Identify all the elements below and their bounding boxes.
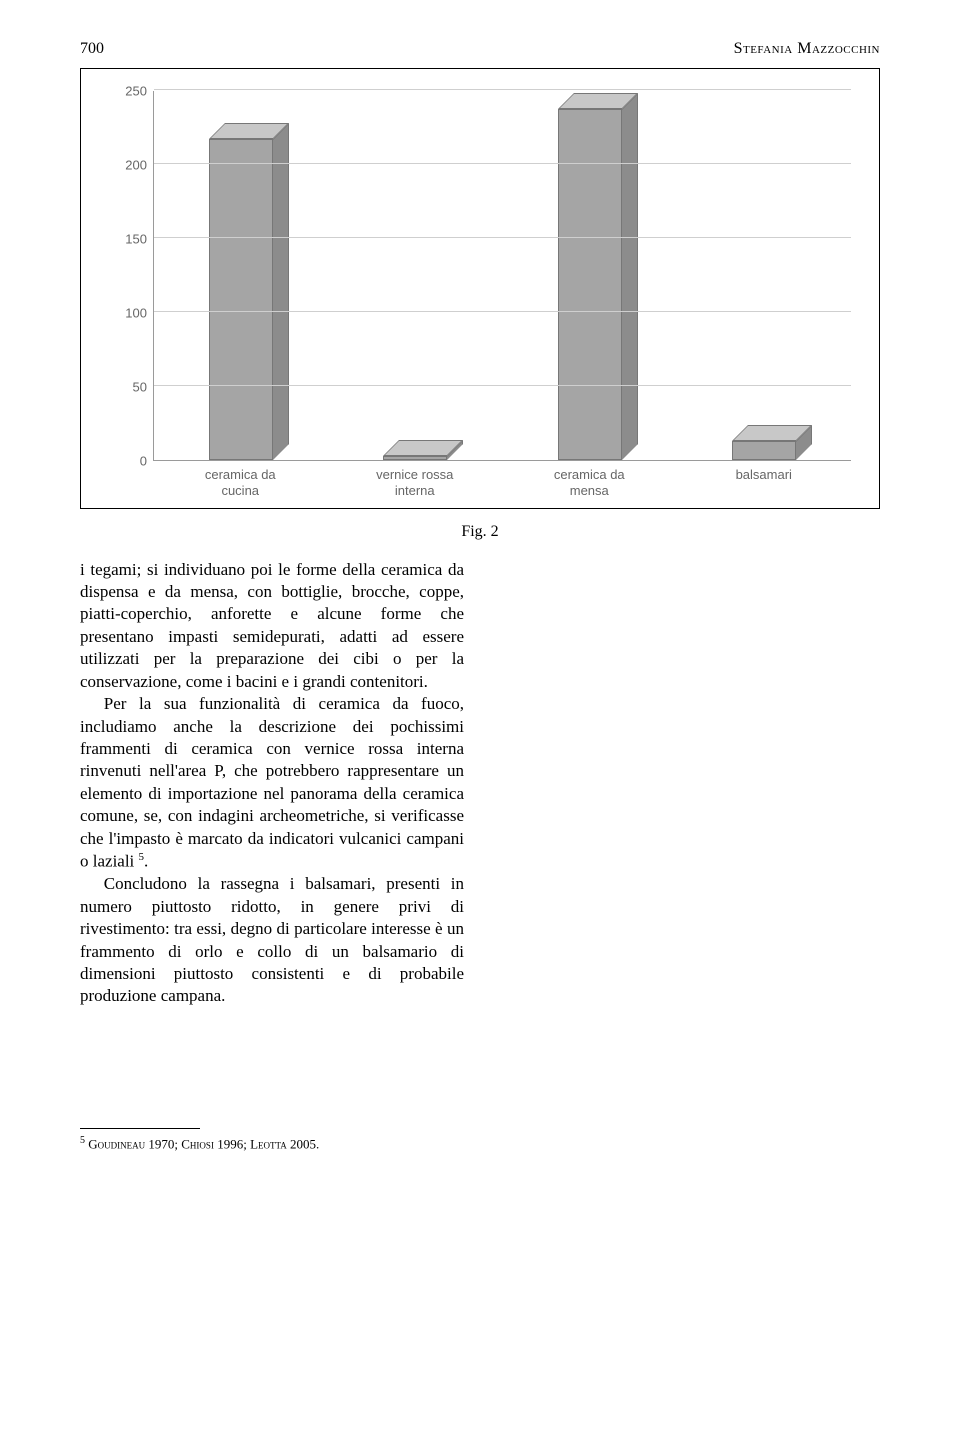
footnote-author-3: Leotta	[250, 1136, 287, 1151]
y-tick-label: 250	[103, 84, 147, 99]
paragraph-1: i tegami; si individuano poi le forme de…	[80, 559, 464, 694]
y-axis: 050100150200250	[109, 91, 153, 461]
y-tick-label: 100	[103, 306, 147, 321]
gridline	[154, 89, 851, 90]
x-axis-labels: ceramica dacucina vernice rossainterna cer…	[153, 467, 851, 500]
paragraph-2a: Per la sua funzionalità di ceramica da f…	[80, 694, 464, 871]
bar	[383, 456, 447, 460]
paragraph-3: Concludono la rassegna i balsamari, pres…	[80, 873, 464, 1008]
author-name: Stefania Mazzocchin	[734, 40, 880, 58]
gridline	[154, 237, 851, 238]
figure-caption: Fig. 2	[80, 523, 880, 541]
footnote-rule	[80, 1128, 200, 1129]
footnote-marker: 5	[80, 1135, 85, 1146]
x-axis-label: ceramica dacucina	[160, 467, 321, 500]
y-tick-label: 50	[103, 380, 147, 395]
bars-group: 217323713	[154, 91, 851, 460]
chart-plot-area: 050100150200250 217323713	[109, 91, 851, 461]
footnote-author-2: Chiosi	[181, 1136, 214, 1151]
page-number: 700	[80, 40, 104, 58]
running-header: 700 Stefania Mazzocchin	[80, 40, 880, 58]
body-column: i tegami; si individuano poi le forme de…	[80, 559, 464, 1008]
x-axis-label: ceramica damensa	[509, 467, 670, 500]
footnote-author-1: Goudineau	[88, 1136, 145, 1151]
bar	[732, 441, 796, 460]
bar-slot: 13	[684, 91, 844, 460]
footnote-5: 5 Goudineau 1970; Chiosi 1996; Leotta 20…	[80, 1135, 880, 1152]
gridline	[154, 311, 851, 312]
paragraph-2b: .	[144, 852, 148, 871]
gridline	[154, 163, 851, 164]
bar-slot: 217	[161, 91, 321, 460]
paragraph-2: Per la sua funzionalità di ceramica da f…	[80, 693, 464, 873]
bar-slot: 237	[509, 91, 669, 460]
y-tick-label: 200	[103, 158, 147, 173]
bar	[209, 139, 273, 460]
y-tick-label: 0	[103, 454, 147, 469]
x-axis-label: vernice rossainterna	[334, 467, 495, 500]
x-axis-label: balsamari	[683, 467, 844, 500]
chart-container: 050100150200250 217323713 ceramica dacuc…	[80, 68, 880, 509]
y-tick-label: 150	[103, 232, 147, 247]
bar-slot: 3	[335, 91, 495, 460]
plot: 217323713	[153, 91, 851, 461]
gridline	[154, 385, 851, 386]
